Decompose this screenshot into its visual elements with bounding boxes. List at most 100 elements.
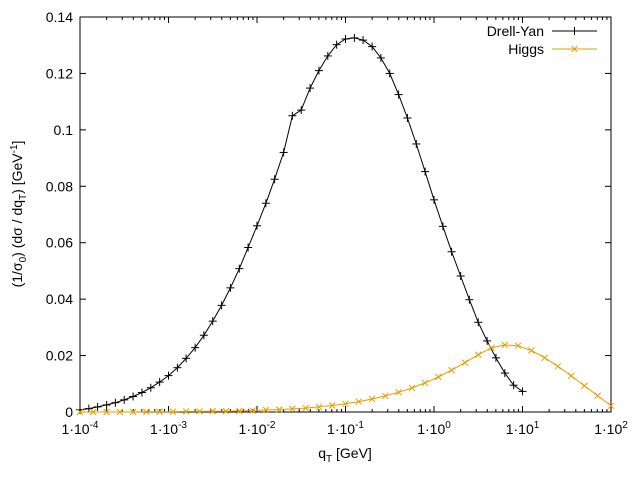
data-point-1 <box>435 373 442 381</box>
y-tick-label: 0.08 <box>46 178 73 194</box>
data-point-1 <box>607 402 615 410</box>
data-point-0 <box>323 51 332 60</box>
data-point-1 <box>381 392 389 400</box>
data-point-0 <box>350 33 359 42</box>
data-point-0 <box>465 295 474 304</box>
data-point-0 <box>208 317 217 326</box>
data-point-0 <box>394 90 403 99</box>
legend-marker <box>571 45 578 53</box>
data-point-0 <box>421 167 430 176</box>
y-tick-label: 0.1 <box>54 122 74 138</box>
plot-frame <box>79 16 612 413</box>
data-point-1 <box>302 404 310 412</box>
data-point-0 <box>270 175 279 184</box>
legend-label: Drell-Yan <box>487 23 544 39</box>
data-point-1 <box>528 347 535 354</box>
data-point-1 <box>182 408 190 415</box>
data-point-0 <box>483 336 492 345</box>
data-point-0 <box>430 195 438 204</box>
data-point-1 <box>554 362 562 370</box>
data-point-1 <box>129 408 137 416</box>
data-point-0 <box>111 398 120 407</box>
data-point-1 <box>488 344 495 352</box>
x-tick-label: 1·100 <box>417 420 451 437</box>
y-tick-label: 0.04 <box>46 291 73 307</box>
y-axis: 0 0.02 0.04 0.06 0.08 0.1 0.12 0.14 <box>46 9 611 420</box>
data-point-1 <box>461 359 469 366</box>
y-tick-label: 0.02 <box>46 348 73 364</box>
data-point-0 <box>146 383 155 392</box>
data-point-1 <box>289 405 296 413</box>
data-point-0 <box>226 283 235 292</box>
data-point-1 <box>116 408 124 416</box>
data-point-0 <box>288 111 297 120</box>
data-point-0 <box>456 272 465 281</box>
data-point-0 <box>253 221 261 230</box>
data-point-0 <box>173 363 182 372</box>
data-point-0 <box>509 381 518 390</box>
legend-label: Higgs <box>508 41 544 57</box>
data-point-0 <box>235 264 244 273</box>
data-point-1 <box>581 382 588 390</box>
data-point-1 <box>594 392 602 399</box>
data-point-1 <box>567 372 575 380</box>
data-point-1 <box>328 402 336 409</box>
data-point-0 <box>376 53 385 62</box>
data-point-0 <box>217 301 226 310</box>
data-point-1 <box>222 407 230 415</box>
data-point-0 <box>182 354 191 363</box>
data-point-0 <box>438 222 447 231</box>
data-point-1 <box>156 408 163 416</box>
data-point-1 <box>275 406 283 413</box>
data-point-0 <box>359 36 368 45</box>
data-point-0 <box>306 84 315 93</box>
series-layer <box>76 33 615 416</box>
data-point-0 <box>84 404 93 413</box>
x-tick-label: 1·102 <box>594 420 628 437</box>
data-point-0 <box>93 402 102 411</box>
data-point-1 <box>514 342 522 350</box>
data-point-0 <box>385 69 394 78</box>
x-tick-label: 1·10-1 <box>327 420 364 437</box>
data-point-0 <box>332 40 341 49</box>
x-axis-label: qT [GeV] <box>318 445 372 465</box>
y-axis-label: (1/σ0) (dσ / dqT) [GeV-1] <box>9 141 29 288</box>
data-point-0 <box>518 387 527 396</box>
y-tick-label: 0.14 <box>46 9 73 25</box>
data-point-0 <box>155 378 164 387</box>
data-point-0 <box>244 243 253 252</box>
data-point-1 <box>169 408 177 416</box>
x-axis: 1·10-4 1·10-3 1·10-2 1·10-1 1·100 1·101 1·102 <box>62 17 628 437</box>
data-point-1 <box>235 407 243 415</box>
data-point-0 <box>297 106 306 115</box>
data-point-0 <box>368 42 377 51</box>
y-tick-label: 0 <box>65 404 73 420</box>
data-point-0 <box>137 388 146 397</box>
legend: Drell-Yan Higgs <box>487 23 597 57</box>
data-point-0 <box>447 247 456 256</box>
data-point-1 <box>474 351 482 359</box>
y-tick-label: 0.12 <box>46 65 73 81</box>
legend-marker <box>570 27 579 35</box>
data-point-1 <box>249 407 256 414</box>
data-point-1 <box>501 341 509 349</box>
data-point-1 <box>142 408 150 416</box>
data-point-1 <box>89 408 97 416</box>
y-tick-label: 0.06 <box>46 235 73 251</box>
data-point-0 <box>412 139 421 148</box>
data-point-1 <box>196 408 203 415</box>
x-tick-label: 1·10-3 <box>150 420 187 437</box>
data-point-0 <box>129 392 138 401</box>
data-point-0 <box>191 343 200 352</box>
data-point-0 <box>164 371 173 380</box>
data-point-0 <box>199 331 208 340</box>
data-point-1 <box>355 398 363 405</box>
data-point-0 <box>341 35 350 44</box>
data-point-0 <box>279 148 288 157</box>
data-point-0 <box>491 353 500 362</box>
data-point-1 <box>209 407 217 415</box>
data-point-1 <box>408 384 416 392</box>
data-point-0 <box>120 395 129 404</box>
data-point-0 <box>403 114 412 123</box>
